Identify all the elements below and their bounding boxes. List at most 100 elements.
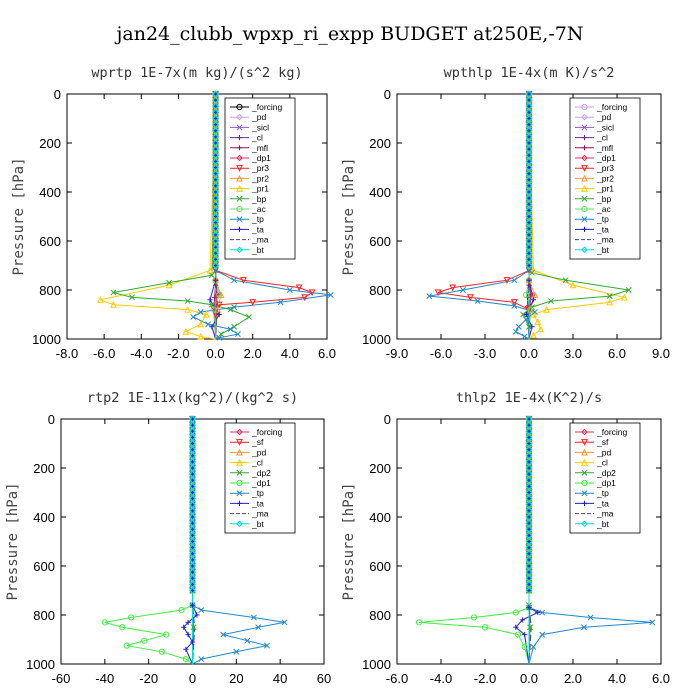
series-marker-bt — [189, 550, 196, 558]
series-marker-pr1 — [182, 327, 190, 335]
x-tick-label: -4.0 — [430, 671, 452, 686]
series-marker-ta — [530, 297, 536, 303]
y-tick-label: 800 — [369, 608, 391, 623]
series-marker-ta — [212, 128, 219, 134]
series-marker-bt — [525, 127, 533, 135]
series-marker-bt — [189, 427, 196, 435]
legend-label: _forcing — [596, 427, 628, 437]
legend-marker — [581, 216, 588, 223]
series-marker-bt — [525, 556, 533, 564]
series-marker-dp1 — [182, 656, 190, 663]
series-marker-pr1 — [529, 331, 537, 339]
series-marker-bp — [218, 331, 225, 338]
series-marker-bt — [212, 176, 219, 184]
series-marker-bt — [525, 256, 533, 263]
series-marker-dp1 — [119, 624, 126, 631]
series-marker-bt — [212, 158, 219, 165]
series-marker-ta — [189, 514, 196, 520]
series-marker-ac — [210, 306, 217, 313]
series-marker-tp — [233, 648, 240, 655]
series-marker-ta — [526, 587, 532, 594]
series-marker-ta — [526, 434, 532, 440]
legend-marker — [581, 448, 588, 456]
y-tick-label: 200 — [33, 461, 55, 476]
series-marker-bt — [189, 532, 196, 539]
legend-marker — [581, 479, 588, 487]
series-marker-bt — [525, 200, 533, 208]
series-marker-tp — [264, 642, 270, 649]
series-marker-bt — [525, 170, 533, 177]
series-marker-ta — [212, 91, 219, 97]
series-marker-ta — [526, 183, 532, 189]
legend-label: _ta — [251, 224, 264, 234]
series-marker-pr3 — [434, 289, 442, 297]
series-marker-ta — [526, 91, 532, 97]
series-marker-ta — [189, 581, 196, 587]
series-marker-ta — [526, 459, 532, 465]
series-marker-ta — [189, 477, 196, 483]
series-marker-bt — [212, 90, 219, 98]
series-marker-bt — [525, 219, 533, 226]
series-marker-ta — [185, 619, 191, 625]
series-marker-ta — [189, 563, 196, 569]
series-marker-bt — [189, 507, 196, 515]
x-tick-label: -20 — [139, 671, 158, 686]
series-marker-ta — [212, 207, 219, 213]
plot-title: wpthlp 1E-4x(m K)/s^2 — [444, 65, 615, 81]
series-marker-pr3 — [215, 301, 223, 309]
y-axis-label: Pressure [hPa] — [341, 482, 357, 600]
series-marker-bp — [606, 293, 613, 300]
series-marker-ta — [189, 502, 196, 508]
plot-title: thlp2 1E-4x(K^2)/s — [456, 390, 602, 406]
series-marker-tp — [190, 313, 197, 320]
series-marker-ta — [212, 226, 219, 232]
series-marker-dp1 — [415, 619, 423, 626]
legend-marker — [581, 246, 588, 254]
series-marker-bt — [212, 225, 219, 233]
series-marker-bt — [525, 562, 533, 570]
series-marker-ta — [526, 477, 532, 483]
series-marker-ta — [526, 201, 532, 207]
x-tick-label: 0 — [189, 671, 196, 686]
series-marker-tp — [531, 309, 538, 316]
series-marker-bt — [525, 207, 533, 214]
panel-thlp2: thlp2 1E-4x(K^2)/s Pressure [hPa] -6.0 -4.0… — [341, 390, 670, 686]
series-marker-ta — [189, 538, 196, 545]
series-marker-bt — [189, 525, 196, 533]
series-marker-bt — [189, 415, 196, 423]
series-marker-tp — [523, 316, 530, 323]
series-marker-pr1 — [537, 325, 545, 333]
series-marker-pr1 — [197, 332, 205, 340]
legend-marker — [236, 174, 243, 182]
series-marker-ta — [189, 639, 196, 645]
series-marker-bt — [189, 421, 196, 429]
legend-marker — [581, 439, 588, 446]
series-marker-ta — [526, 226, 532, 232]
y-tick-label: 600 — [33, 559, 55, 574]
series-marker-bt — [189, 556, 196, 564]
series-marker-bt — [212, 170, 219, 177]
series-marker-bt — [525, 158, 533, 165]
legend-label: _pr2 — [251, 173, 269, 183]
legend-marker — [236, 500, 243, 506]
legend-marker — [236, 428, 243, 436]
legend-marker — [581, 490, 588, 497]
series-marker-tp — [220, 631, 227, 638]
series-marker-tp — [581, 624, 587, 631]
series-marker-bt — [212, 96, 219, 104]
y-tick-label: 200 — [39, 136, 61, 151]
legend-marker — [581, 195, 588, 202]
series-marker-ta — [212, 277, 219, 283]
series-marker-pr1 — [165, 281, 173, 289]
series-marker-bt — [525, 139, 533, 147]
legend-label: _sf — [596, 437, 609, 447]
series-marker-bt — [525, 231, 533, 239]
series-marker-ta — [526, 489, 532, 496]
panel-wpthlp: wpthlp 1E-4x(m K)/s^2 Pressure [hPa] -9.0 -… — [341, 65, 670, 361]
series-marker-bt — [189, 501, 196, 509]
series-marker-tp — [234, 331, 241, 338]
series-marker-ta — [526, 538, 532, 545]
series-marker-pr3 — [466, 294, 474, 302]
legend-label: _pr2 — [596, 173, 614, 183]
series-marker-ta — [216, 311, 222, 318]
